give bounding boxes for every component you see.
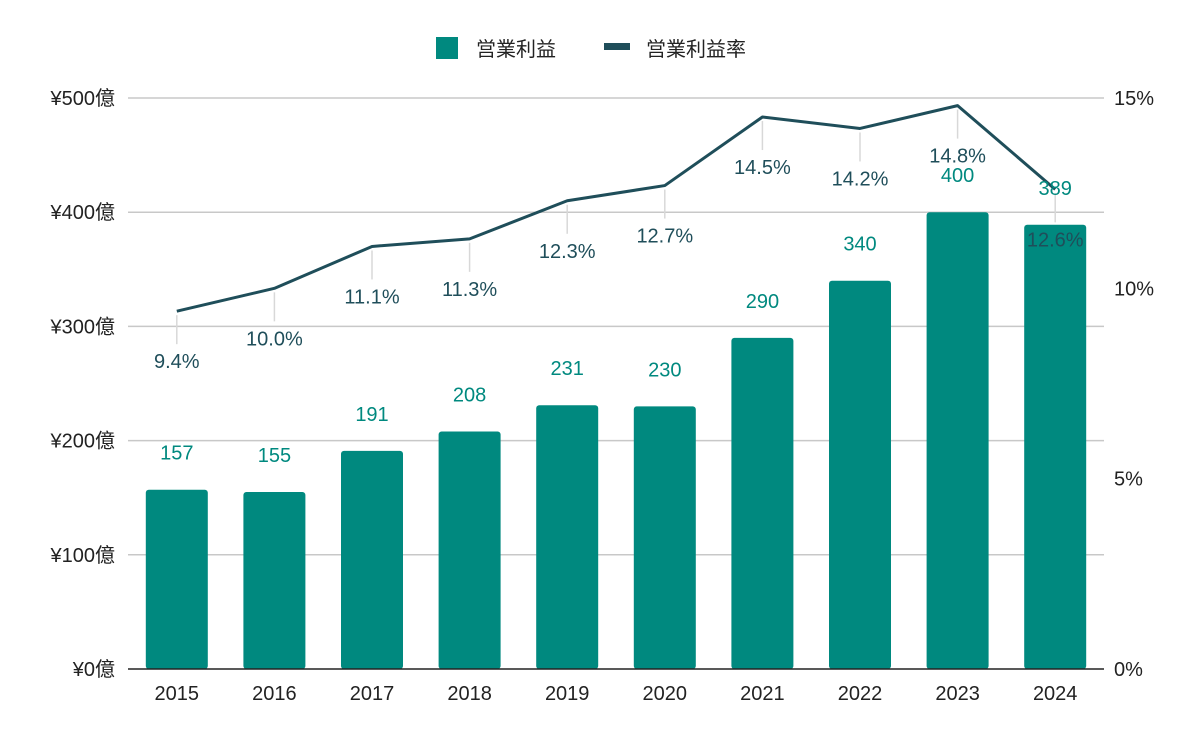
line-value-label: 9.4% xyxy=(154,351,200,373)
bar xyxy=(243,491,306,669)
x-tick-label: 2021 xyxy=(740,683,785,705)
bar xyxy=(1024,224,1087,669)
bar-data-labels: 157 155 191 208 231 230 290 340 400 389 xyxy=(160,165,1072,467)
x-tick-label: 2017 xyxy=(350,683,395,705)
bar-value-label: 157 xyxy=(160,443,193,465)
legend-swatch-line xyxy=(604,43,630,50)
y-left-tick-label: ¥500億 xyxy=(50,87,116,110)
legend-label-operating-profit: 営業利益 xyxy=(476,38,556,61)
bar-value-label: 155 xyxy=(258,445,291,467)
bar-series xyxy=(145,212,1087,669)
bar xyxy=(145,489,208,669)
x-tick-label: 2024 xyxy=(1033,683,1078,705)
line-value-label: 12.7% xyxy=(636,226,693,248)
y-right-tick-label: 0% xyxy=(1114,659,1143,681)
x-tick-label: 2023 xyxy=(935,683,980,705)
line-value-label: 11.1% xyxy=(344,286,399,308)
y-right-tick-label: 5% xyxy=(1114,469,1143,491)
y-left-tick-label: ¥200億 xyxy=(50,430,116,453)
legend-label-operating-margin: 営業利益率 xyxy=(646,38,746,61)
y-right-tick-label: 10% xyxy=(1114,278,1154,300)
legend-swatch-bar xyxy=(436,37,458,59)
line-value-label: 12.6% xyxy=(1027,229,1084,251)
x-tick-label: 2019 xyxy=(545,683,590,705)
bar-value-label: 400 xyxy=(941,165,974,187)
y-left-tick-label: ¥0億 xyxy=(72,658,115,681)
bar xyxy=(829,280,891,669)
bar xyxy=(536,405,599,669)
bar xyxy=(926,212,989,669)
y-axis-right-ticks: 0% 5% 10% 15% xyxy=(1114,88,1154,681)
bar-value-label: 231 xyxy=(551,358,584,380)
x-tick-label: 2022 xyxy=(838,683,883,705)
x-axis-ticks: 2015 2016 2017 2018 2019 2020 2021 2022 2023 2024 xyxy=(155,683,1078,705)
y-left-tick-label: ¥300億 xyxy=(50,315,116,338)
legend-item-operating-margin: 営業利益率 xyxy=(604,38,746,61)
x-tick-label: 2015 xyxy=(155,683,200,705)
bar-value-label: 389 xyxy=(1039,178,1072,200)
bar xyxy=(341,450,403,669)
legend-item-operating-profit: 営業利益 xyxy=(436,37,556,61)
bar-value-label: 340 xyxy=(843,234,876,256)
bar-value-label: 230 xyxy=(648,359,681,381)
line-value-label: 10.0% xyxy=(246,328,303,350)
bar-value-label: 191 xyxy=(355,404,388,426)
bar-value-label: 290 xyxy=(746,291,779,313)
line-data-labels: 9.4% 10.0% 11.1% 11.3% 12.3% 12.7% 14.5% 14.2% 1… xyxy=(154,146,1084,374)
y-left-tick-label: ¥400億 xyxy=(50,201,116,224)
legend: 営業利益 営業利益率 xyxy=(436,37,746,61)
line-value-label: 14.2% xyxy=(832,168,889,190)
x-tick-label: 2018 xyxy=(447,683,492,705)
x-tick-label: 2020 xyxy=(643,683,688,705)
bar-value-label: 208 xyxy=(453,384,486,406)
line-value-label: 14.8% xyxy=(929,146,986,168)
line-value-label: 12.3% xyxy=(539,241,596,263)
line-value-label: 14.5% xyxy=(734,157,791,179)
bar xyxy=(731,337,794,669)
leader-lines xyxy=(176,109,1056,345)
line-value-label: 11.3% xyxy=(442,279,497,301)
y-axis-left-ticks: ¥0億 ¥100億 ¥200億 ¥300億 ¥400億 ¥500億 xyxy=(50,87,116,681)
bar xyxy=(633,406,696,669)
x-tick-label: 2016 xyxy=(252,683,297,705)
y-left-tick-label: ¥100億 xyxy=(50,544,116,567)
line-path xyxy=(176,104,1057,313)
bar xyxy=(438,431,501,669)
y-right-tick-label: 15% xyxy=(1114,88,1154,110)
line-series xyxy=(176,104,1057,313)
